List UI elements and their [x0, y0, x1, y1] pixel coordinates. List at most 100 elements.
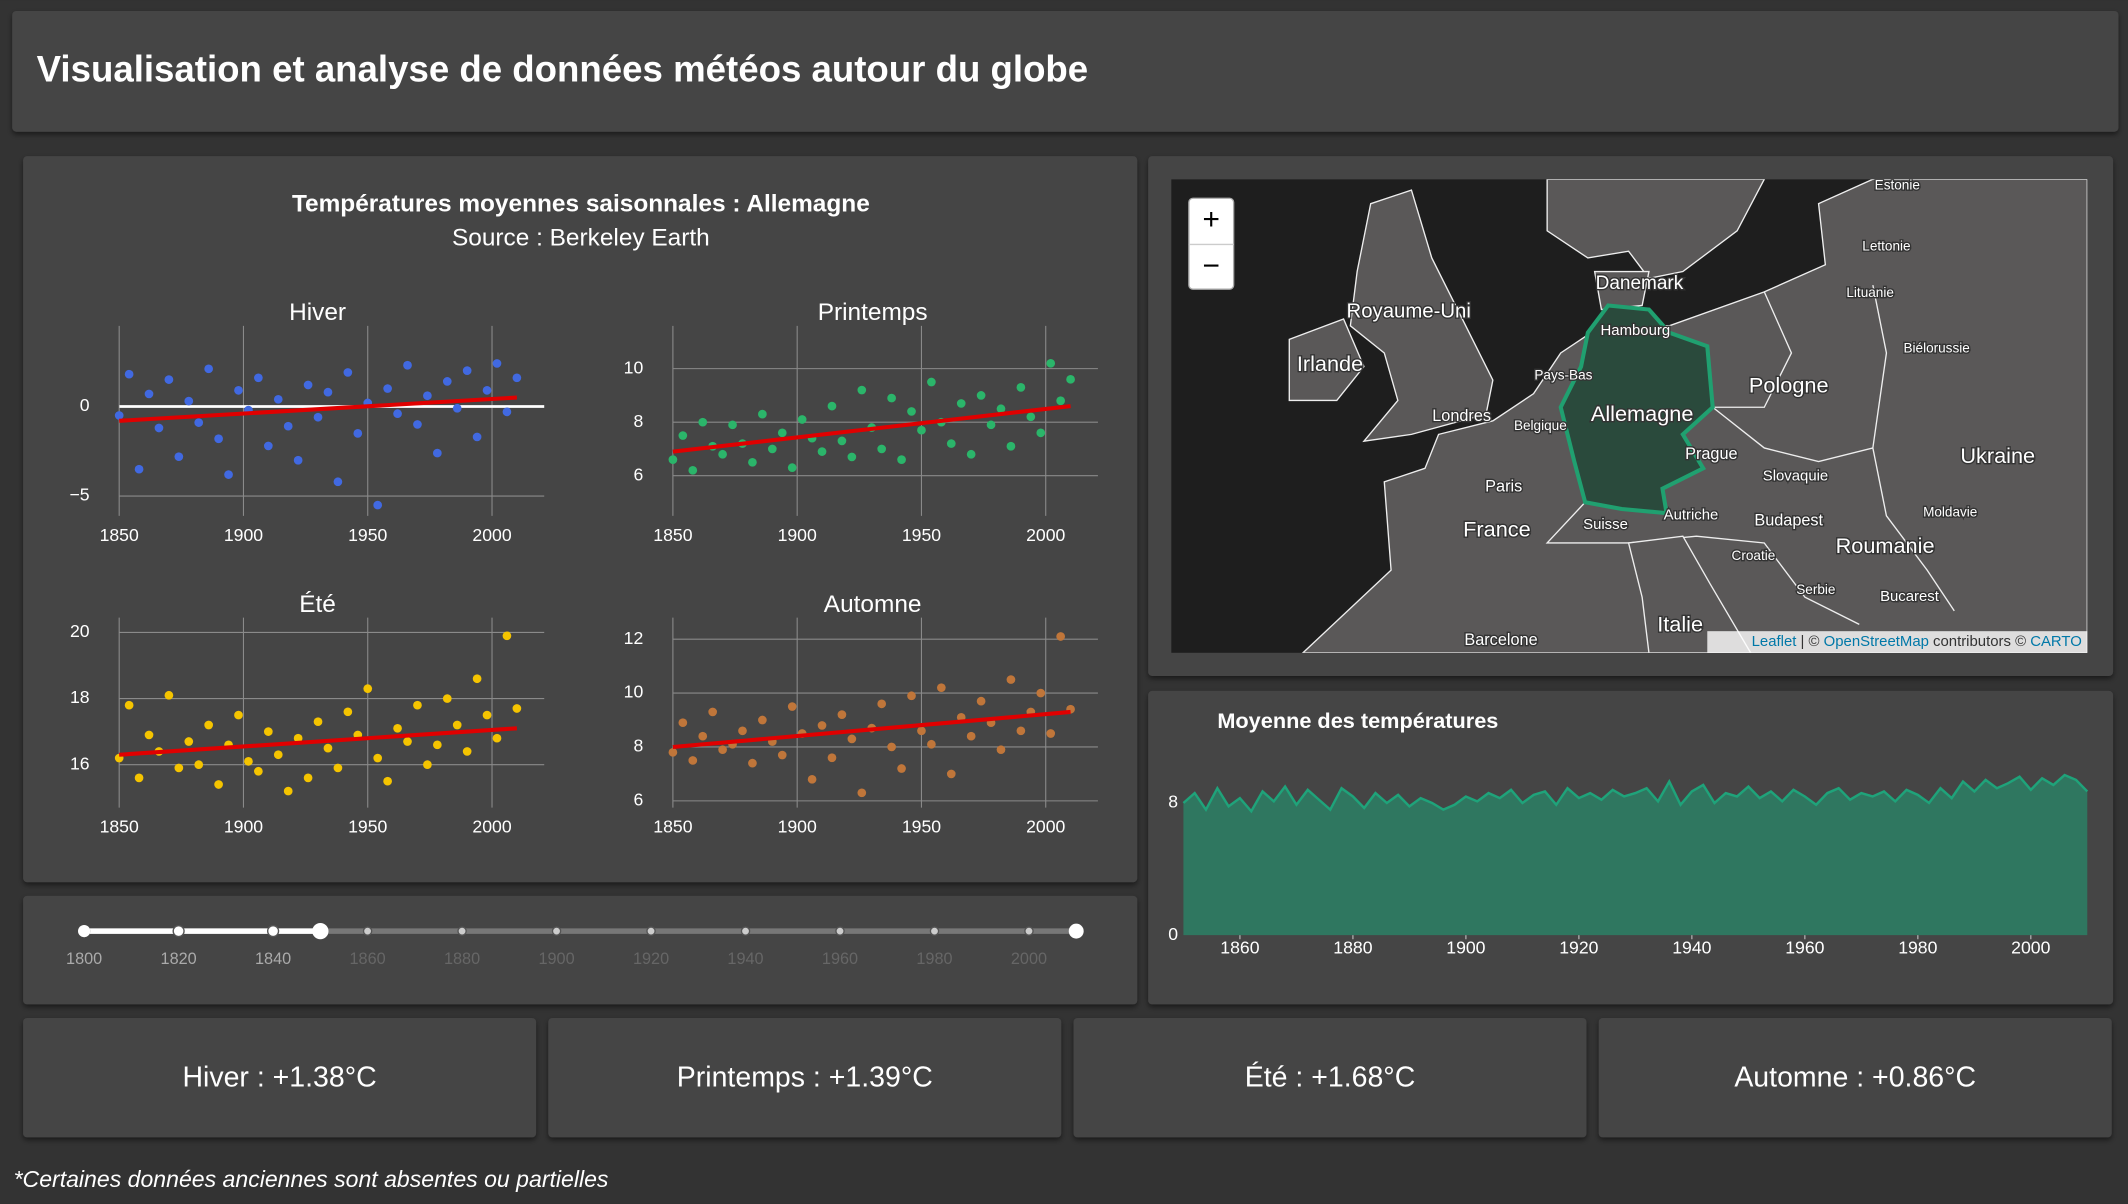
data-point — [333, 477, 343, 487]
x-tick-label: 2000 — [1026, 525, 1065, 545]
data-point — [738, 726, 747, 736]
map-label: Allemagne — [1591, 401, 1694, 426]
data-point — [442, 377, 452, 386]
attribution-link[interactable]: Leaflet — [1752, 633, 1798, 650]
slider-handle[interactable] — [312, 922, 329, 940]
data-point — [452, 403, 462, 413]
data-point — [887, 742, 896, 752]
data-point — [283, 786, 293, 796]
data-point — [263, 727, 273, 736]
y-tick-label: 8 — [1168, 792, 1178, 812]
data-point — [956, 399, 966, 408]
attribution-link[interactable]: CARTO — [2030, 633, 2082, 650]
map-label: Serbie — [1796, 582, 1835, 597]
data-point — [403, 360, 412, 370]
x-tick-label: 1900 — [778, 817, 817, 837]
data-point — [194, 760, 204, 769]
data-point — [184, 396, 194, 406]
attribution: Leaflet | © OpenStreetMap contributors ©… — [1752, 633, 2082, 650]
data-point — [293, 455, 303, 465]
map[interactable]: Estonie Lettonie Lituanie Danemark Royaume-U… — [1171, 178, 2088, 653]
attribution-text: contributors © — [1929, 633, 2030, 650]
area — [1183, 775, 2088, 936]
data-point — [472, 432, 482, 442]
data-point — [124, 369, 134, 379]
data-point — [976, 391, 986, 400]
attribution-text: | © — [1796, 633, 1823, 650]
map-label: Croatie — [1732, 548, 1776, 563]
slider-mark — [457, 926, 467, 936]
map-label: Bucarest — [1880, 588, 1940, 605]
data-point — [373, 753, 383, 763]
data-point — [1046, 729, 1056, 738]
data-point — [986, 420, 996, 430]
map-label: Danemark — [1596, 273, 1684, 294]
stat-card-text: Hiver : +1.38°C — [182, 1062, 376, 1094]
panel-title: Températures moyennes saisonnales : Alle… — [292, 190, 870, 217]
data-point — [728, 420, 737, 430]
data-point — [234, 386, 243, 395]
data-point — [502, 407, 512, 417]
data-point — [966, 731, 976, 741]
data-point — [512, 704, 522, 713]
map-label: Ukraine — [1960, 443, 2035, 468]
data-point — [1036, 428, 1046, 438]
x-tick-label: 1860 — [1220, 937, 1259, 957]
highlighted-country[interactable] — [1558, 303, 1715, 516]
data-point — [777, 428, 787, 438]
data-point — [877, 444, 887, 454]
y-tick-label: −5 — [69, 485, 89, 505]
data-point — [353, 429, 363, 438]
data-point — [1016, 383, 1026, 392]
data-point — [917, 726, 926, 736]
x-tick-label: 1960 — [1785, 937, 1824, 957]
zoom-in-button[interactable]: + — [1203, 203, 1220, 236]
data-point — [313, 412, 323, 422]
data-point — [777, 750, 787, 760]
x-tick-label: 1900 — [1446, 937, 1485, 957]
stat-card — [1073, 1017, 1587, 1138]
map-label: Lituanie — [1846, 285, 1894, 300]
attribution-link[interactable]: OpenStreetMap — [1824, 633, 1929, 650]
x-tick-label: 2000 — [472, 817, 511, 837]
data-point — [996, 745, 1006, 755]
x-tick-label: 1940 — [1672, 937, 1711, 957]
data-point — [124, 700, 134, 710]
x-tick-label: 2000 — [472, 525, 511, 545]
slider-mark — [267, 925, 280, 938]
map-label: Irlande — [1297, 351, 1363, 376]
data-point — [423, 760, 432, 769]
data-point — [393, 409, 402, 418]
data-point — [174, 763, 184, 773]
data-point — [393, 723, 402, 733]
data-point — [817, 447, 827, 456]
data-point — [797, 415, 807, 424]
slider-handle[interactable] — [78, 925, 91, 938]
data-point — [917, 425, 926, 435]
data-point — [837, 436, 847, 446]
data-point — [966, 449, 976, 459]
data-point — [432, 740, 442, 750]
y-tick-label: 12 — [624, 628, 644, 648]
data-point — [767, 444, 777, 454]
data-point — [927, 377, 936, 387]
y-tick-label: 0 — [1168, 924, 1178, 944]
data-point — [877, 699, 887, 709]
zoom-out-button[interactable]: − — [1203, 249, 1220, 282]
y-tick-label: 0 — [80, 395, 90, 415]
data-point — [787, 463, 797, 472]
data-point — [847, 734, 857, 744]
slider-mark — [835, 926, 845, 936]
data-point — [432, 448, 442, 458]
data-point — [748, 457, 757, 467]
data-point — [293, 733, 303, 743]
page-title: Visualisation et analyse de données mété… — [37, 49, 1089, 90]
map-label: Autriche — [1664, 507, 1719, 524]
data-point — [936, 683, 946, 693]
data-point — [134, 773, 144, 783]
data-point — [708, 707, 718, 717]
data-point — [678, 431, 688, 440]
stat-card-text: Printemps : +1.39°C — [677, 1062, 933, 1094]
map-label: Barcelone — [1464, 631, 1537, 649]
